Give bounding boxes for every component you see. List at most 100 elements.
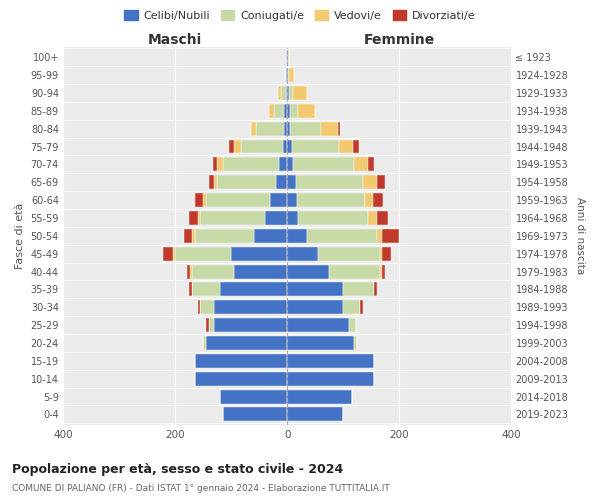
Bar bbox=[269, 104, 274, 118]
Bar bbox=[307, 229, 377, 243]
Bar bbox=[214, 176, 217, 189]
Bar bbox=[286, 50, 287, 64]
Bar bbox=[287, 158, 293, 172]
Bar bbox=[339, 140, 353, 153]
Bar bbox=[287, 354, 374, 368]
Bar bbox=[192, 229, 195, 243]
Bar bbox=[287, 50, 289, 64]
Bar bbox=[203, 193, 206, 207]
Y-axis label: Anni di nascita: Anni di nascita bbox=[575, 197, 585, 274]
Bar bbox=[287, 390, 352, 404]
Bar bbox=[360, 300, 363, 314]
Bar bbox=[297, 193, 365, 207]
Bar bbox=[195, 372, 287, 386]
Bar bbox=[338, 122, 340, 136]
Bar bbox=[271, 193, 287, 207]
Bar bbox=[296, 176, 363, 189]
Bar bbox=[287, 211, 298, 225]
Bar bbox=[195, 354, 287, 368]
Bar bbox=[287, 246, 318, 260]
Bar bbox=[287, 372, 374, 386]
Bar bbox=[286, 68, 287, 82]
Bar bbox=[355, 336, 357, 350]
Bar bbox=[223, 408, 287, 422]
Bar bbox=[206, 336, 287, 350]
Bar bbox=[254, 229, 287, 243]
Bar bbox=[189, 282, 192, 296]
Bar bbox=[287, 264, 329, 278]
Bar bbox=[298, 211, 368, 225]
Bar bbox=[203, 336, 206, 350]
Bar bbox=[195, 229, 254, 243]
Bar bbox=[377, 176, 385, 189]
Bar bbox=[279, 158, 287, 172]
Bar bbox=[293, 158, 355, 172]
Bar bbox=[363, 176, 377, 189]
Text: Maschi: Maschi bbox=[148, 32, 202, 46]
Bar bbox=[285, 68, 286, 82]
Bar bbox=[175, 246, 231, 260]
Bar bbox=[229, 140, 234, 153]
Text: COMUNE DI PALIANO (FR) - Dati ISTAT 1° gennaio 2024 - Elaborazione TUTTITALIA.IT: COMUNE DI PALIANO (FR) - Dati ISTAT 1° g… bbox=[12, 484, 390, 493]
Bar bbox=[287, 68, 289, 82]
Bar bbox=[353, 140, 359, 153]
Bar bbox=[286, 86, 287, 100]
Bar bbox=[223, 158, 279, 172]
Bar bbox=[217, 176, 276, 189]
Bar bbox=[382, 229, 399, 243]
Bar bbox=[189, 211, 197, 225]
Bar bbox=[287, 104, 290, 118]
Bar bbox=[209, 176, 214, 189]
Bar bbox=[214, 300, 287, 314]
Bar bbox=[290, 104, 298, 118]
Bar bbox=[380, 264, 382, 278]
Bar bbox=[377, 211, 388, 225]
Bar bbox=[287, 408, 343, 422]
Bar bbox=[287, 193, 297, 207]
Bar bbox=[200, 300, 214, 314]
Bar bbox=[289, 68, 294, 82]
Bar bbox=[214, 318, 287, 332]
Bar bbox=[373, 193, 383, 207]
Bar bbox=[321, 122, 338, 136]
Bar bbox=[284, 122, 287, 136]
Y-axis label: Fasce di età: Fasce di età bbox=[15, 202, 25, 269]
Bar bbox=[287, 176, 296, 189]
Bar bbox=[368, 158, 374, 172]
Bar bbox=[265, 211, 287, 225]
Legend: Celibi/Nubili, Coniugati/e, Vedovi/e, Divorziati/e: Celibi/Nubili, Coniugati/e, Vedovi/e, Di… bbox=[120, 6, 480, 25]
Bar bbox=[220, 282, 287, 296]
Bar bbox=[212, 158, 217, 172]
Bar bbox=[287, 282, 343, 296]
Bar bbox=[190, 264, 192, 278]
Bar bbox=[374, 282, 377, 296]
Bar bbox=[276, 176, 287, 189]
Bar bbox=[231, 246, 287, 260]
Bar bbox=[234, 264, 287, 278]
Bar bbox=[192, 264, 234, 278]
Bar bbox=[287, 140, 292, 153]
Bar bbox=[287, 336, 355, 350]
Bar bbox=[278, 86, 281, 100]
Bar bbox=[343, 300, 360, 314]
Bar bbox=[382, 264, 385, 278]
Bar bbox=[163, 246, 173, 260]
Bar bbox=[365, 193, 373, 207]
Bar bbox=[234, 140, 241, 153]
Bar bbox=[217, 158, 223, 172]
Bar bbox=[197, 300, 200, 314]
Bar bbox=[293, 86, 307, 100]
Bar bbox=[287, 86, 289, 100]
Bar bbox=[187, 264, 190, 278]
Text: Femmine: Femmine bbox=[364, 32, 435, 46]
Bar bbox=[251, 122, 256, 136]
Bar bbox=[287, 122, 290, 136]
Bar bbox=[206, 193, 271, 207]
Bar bbox=[349, 318, 356, 332]
Bar bbox=[318, 246, 380, 260]
Bar bbox=[197, 211, 200, 225]
Bar bbox=[343, 282, 374, 296]
Bar bbox=[377, 229, 382, 243]
Bar bbox=[292, 140, 339, 153]
Bar bbox=[274, 104, 284, 118]
